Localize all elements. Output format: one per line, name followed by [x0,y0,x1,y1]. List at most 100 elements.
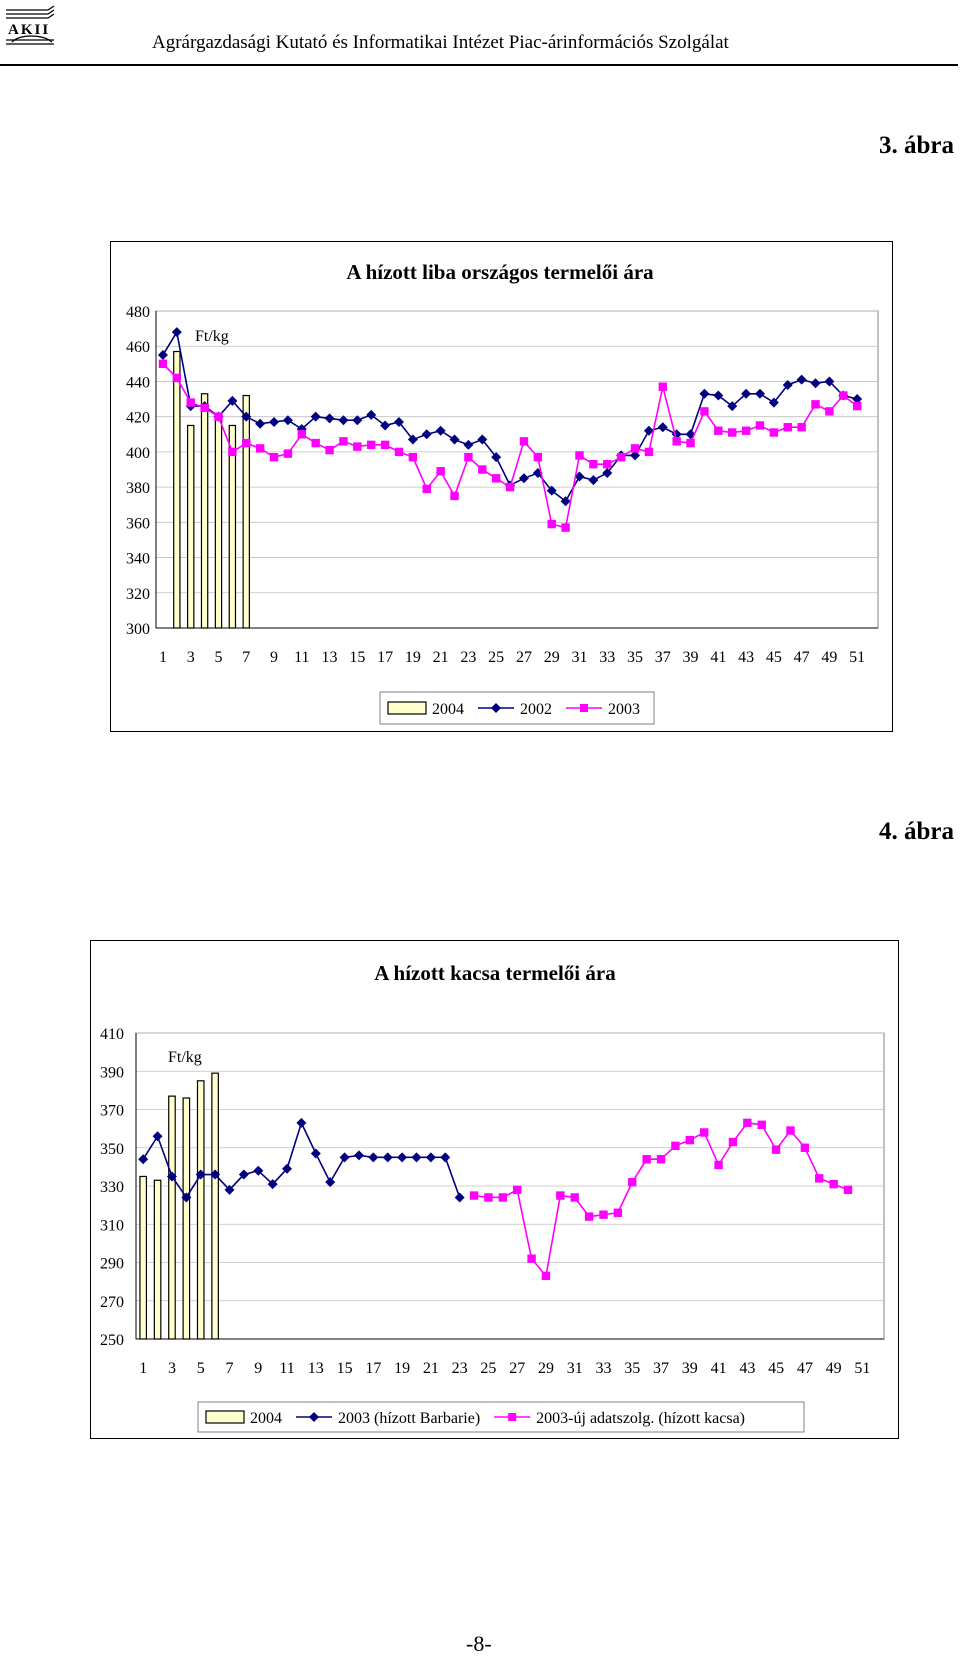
y-tick-label: 340 [126,551,150,568]
point-s1-7 [224,1184,235,1195]
x-tick-label: 37 [653,1360,669,1377]
point-s2-48 [811,400,820,409]
x-tick-label: 49 [826,1360,842,1377]
x-tick-label: 1 [159,649,167,666]
x-tick-label: 31 [567,1360,583,1377]
x-tick-label: 19 [405,649,421,666]
point-s2-11 [297,430,306,439]
x-tick-label: 45 [768,1360,784,1377]
point-s2-48 [815,1174,824,1183]
x-tick-label: 19 [394,1360,410,1377]
y-tick-label: 410 [100,1026,124,1043]
x-tick-label: 33 [599,649,615,666]
x-tick-label: 11 [294,649,309,666]
x-tick-label: 29 [538,1360,554,1377]
point-s2-40 [699,1128,709,1137]
x-tick-label: 43 [739,1360,755,1377]
point-s2-44 [755,421,765,430]
point-s1-23 [463,439,474,450]
legend-label: 2003 [608,701,640,718]
point-s1-12 [296,1117,307,1128]
point-s1-14 [338,415,349,426]
point-s2-43 [741,426,751,435]
point-s1-15 [339,1152,350,1163]
point-s2-27 [512,1185,522,1195]
point-s1-27 [518,473,529,484]
point-s1-13 [324,413,335,424]
point-s2-46 [783,423,792,432]
y-tick-label: 400 [126,445,150,462]
point-s2-6 [228,447,237,457]
point-s2-47 [797,423,806,432]
x-tick-label: 7 [242,649,250,666]
point-s2-3 [186,398,195,407]
page-header: AKII Agrárgazdasági Kutató és Informatik… [0,0,960,66]
bar-2004-4 [200,393,209,629]
point-s2-8 [255,444,265,453]
point-s1-9 [269,416,280,427]
x-tick-label: 51 [854,1360,870,1377]
legend-label: 2003-új adatszolg. (hízott kacsa) [536,1410,745,1427]
point-s2-37 [656,1155,666,1164]
point-s1-23 [454,1192,465,1203]
legend-swatch-bar [205,1410,245,1424]
point-s2-39 [686,438,695,448]
point-s2-10 [283,449,293,458]
x-tick-label: 41 [711,1360,727,1377]
point-s2-25 [491,474,501,483]
legend-label: 2004 [432,701,464,718]
legend-marker [580,704,588,712]
point-s2-43 [743,1118,752,1128]
point-s2-33 [603,460,612,469]
point-s2-28 [527,1254,536,1263]
point-s2-45 [769,428,779,437]
point-s2-22 [450,491,459,501]
point-s1-48 [810,378,821,389]
x-tick-label: 31 [571,649,587,666]
x-tick-label: 17 [377,649,393,666]
x-tick-label: 13 [308,1360,324,1377]
x-tick-label: 9 [270,649,278,666]
point-s1-20 [421,429,432,440]
y-tick-label: 370 [100,1103,124,1120]
point-s2-29 [541,1271,551,1281]
point-s2-15 [353,442,362,451]
point-s1-18 [393,416,404,427]
x-tick-label: 5 [214,649,222,666]
bar-2004-5 [214,416,223,629]
point-s1-35 [630,450,641,461]
x-tick-label: 25 [480,1360,496,1377]
point-s2-38 [672,437,681,446]
bar-2004-1 [139,1175,148,1340]
legend-swatch-bar [387,701,427,715]
point-s1-36 [643,425,654,436]
point-s2-26 [505,482,515,492]
point-s1-31 [574,471,585,482]
point-s1-24 [477,434,488,445]
point-s2-20 [422,484,431,494]
y-tick-label: 480 [126,304,150,321]
y-tick-label: 290 [100,1256,124,1273]
y-tick-label: 390 [100,1064,124,1081]
point-s2-42 [728,1137,738,1147]
point-s1-16 [353,1150,364,1161]
x-tick-label: 35 [624,1360,640,1377]
point-s2-13 [325,445,334,455]
y-tick-label: 320 [126,586,150,603]
point-s1-8 [238,1169,249,1180]
point-s1-17 [368,1152,379,1163]
point-s1-4 [181,1192,192,1203]
point-s1-2 [171,327,182,338]
point-s1-7 [241,411,252,422]
point-s2-39 [685,1135,695,1145]
point-s1-43 [741,388,752,399]
point-s2-23 [464,452,473,462]
x-tick-label: 41 [710,649,726,666]
point-s2-25 [484,1193,493,1202]
x-tick-label: 25 [488,649,504,666]
point-s1-1 [157,350,168,361]
point-s1-14 [325,1177,336,1188]
y-tick-label: 310 [100,1217,124,1234]
x-tick-label: 21 [433,649,449,666]
legend-marker [491,703,501,713]
